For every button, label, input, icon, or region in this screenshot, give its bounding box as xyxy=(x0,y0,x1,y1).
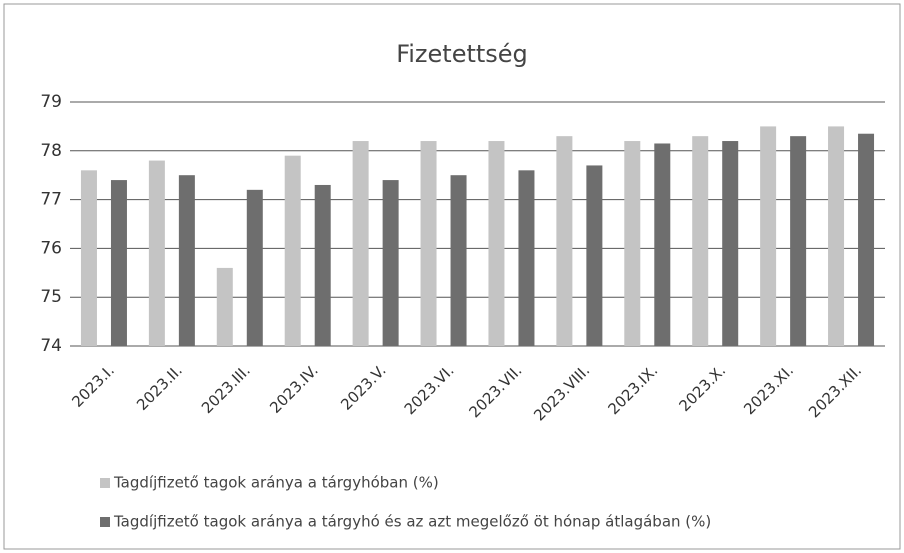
y-tick-label: 76 xyxy=(40,238,62,258)
bar xyxy=(858,133,875,346)
chart-title: Fizetettség xyxy=(396,40,528,68)
y-tick-label: 77 xyxy=(40,190,62,210)
bar xyxy=(624,141,641,346)
bar xyxy=(352,141,369,346)
legend-label: Tagdíjfizető tagok aránya a tárgyhóban (… xyxy=(113,474,439,492)
bar xyxy=(420,141,437,346)
bar xyxy=(284,155,301,346)
bar xyxy=(488,141,505,346)
bar xyxy=(722,141,739,346)
bar xyxy=(178,175,195,346)
legend-label: Tagdíjfizető tagok aránya a tárgyhó és a… xyxy=(113,513,711,531)
bar xyxy=(586,165,603,346)
y-tick-label: 78 xyxy=(40,141,62,161)
y-tick-label: 79 xyxy=(40,92,62,112)
bar xyxy=(790,136,807,346)
bar xyxy=(760,126,777,347)
bar xyxy=(556,136,573,346)
bar xyxy=(518,170,535,346)
bar xyxy=(450,175,467,346)
legend-swatch xyxy=(100,517,110,527)
bar xyxy=(828,126,845,347)
bar xyxy=(246,189,263,346)
bar xyxy=(654,143,671,346)
legend-swatch xyxy=(100,478,110,488)
bar xyxy=(692,136,709,346)
bar xyxy=(148,160,165,346)
y-tick-label: 75 xyxy=(40,287,62,307)
bar xyxy=(110,180,127,346)
bar xyxy=(314,184,331,346)
bar xyxy=(382,180,399,346)
bar xyxy=(216,267,233,346)
bar xyxy=(80,170,97,346)
y-tick-label: 74 xyxy=(40,336,62,356)
